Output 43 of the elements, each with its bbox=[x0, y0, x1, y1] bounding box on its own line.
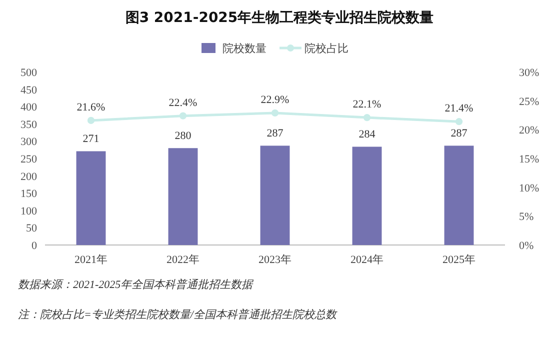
data-label: 284 bbox=[358, 128, 376, 141]
y-tick-label: 400 bbox=[20, 102, 38, 114]
x-tick-label: 2025年 bbox=[442, 254, 476, 266]
data-label: 21.6% bbox=[76, 101, 106, 114]
y2-tick-label: 25% bbox=[519, 96, 540, 108]
y2-tick-label: 15% bbox=[519, 154, 540, 166]
y-tick-label: 100 bbox=[20, 205, 38, 218]
legend-label: 院校占比 bbox=[304, 42, 348, 55]
y-tick-label: 150 bbox=[20, 188, 38, 200]
source-note: 数据来源：2021-2025年全国本科普通批招生数据 bbox=[18, 278, 255, 291]
y2-tick-label: 10% bbox=[519, 182, 540, 194]
data-label: 22.4% bbox=[168, 96, 198, 109]
y-tick-label: 50 bbox=[26, 222, 38, 235]
data-label: 280 bbox=[174, 130, 192, 142]
y2-tick-label: 30% bbox=[519, 67, 540, 79]
y-tick-label: 500 bbox=[20, 67, 38, 79]
x-tick-label: 2021年 bbox=[74, 254, 108, 266]
y-tick-label: 250 bbox=[20, 154, 38, 166]
y2-tick-label: 5% bbox=[519, 211, 534, 224]
point bbox=[87, 116, 95, 124]
point bbox=[363, 114, 371, 122]
y-tick-label: 200 bbox=[20, 170, 38, 183]
x-tick-label: 2022年 bbox=[166, 254, 200, 266]
y2-tick-label: 20% bbox=[519, 124, 540, 137]
y-tick-label: 450 bbox=[20, 84, 38, 96]
data-label: 21.4% bbox=[444, 102, 474, 115]
data-label: 287 bbox=[450, 128, 468, 140]
y2-tick-label: 0% bbox=[519, 240, 534, 252]
y-tick-label: 0 bbox=[32, 240, 38, 252]
data-label: 287 bbox=[266, 128, 284, 140]
x-tick-label: 2023年 bbox=[258, 254, 292, 266]
legend-label: 院校数量 bbox=[222, 42, 266, 55]
point bbox=[455, 118, 463, 126]
text: 注：院校占比=专业类招生院校数量/全国本科普通批招生院校总数 bbox=[18, 308, 338, 321]
x-tick-label: 2024年 bbox=[350, 254, 384, 266]
data-label: 271 bbox=[82, 133, 100, 146]
data-label: 22.1% bbox=[352, 98, 382, 111]
chart-title: 图3 2021-2025年生物工程类专业招生院校数量 bbox=[125, 9, 434, 26]
point bbox=[179, 112, 187, 120]
y-tick-label: 300 bbox=[20, 136, 38, 148]
data-label: 22.9% bbox=[260, 94, 290, 106]
point bbox=[271, 109, 279, 117]
y-tick-label: 350 bbox=[20, 118, 38, 131]
